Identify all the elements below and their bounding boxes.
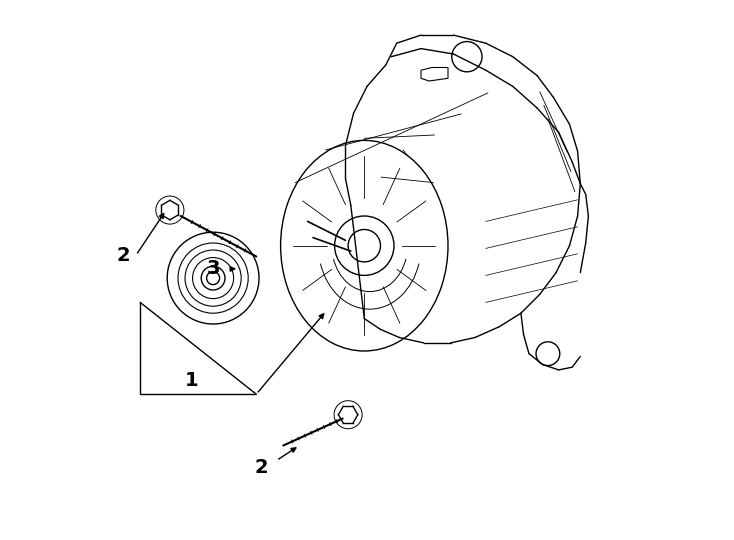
Text: 2: 2	[116, 246, 130, 265]
Text: 2: 2	[255, 457, 269, 477]
Text: 3: 3	[206, 259, 220, 279]
Text: 1: 1	[185, 371, 198, 390]
